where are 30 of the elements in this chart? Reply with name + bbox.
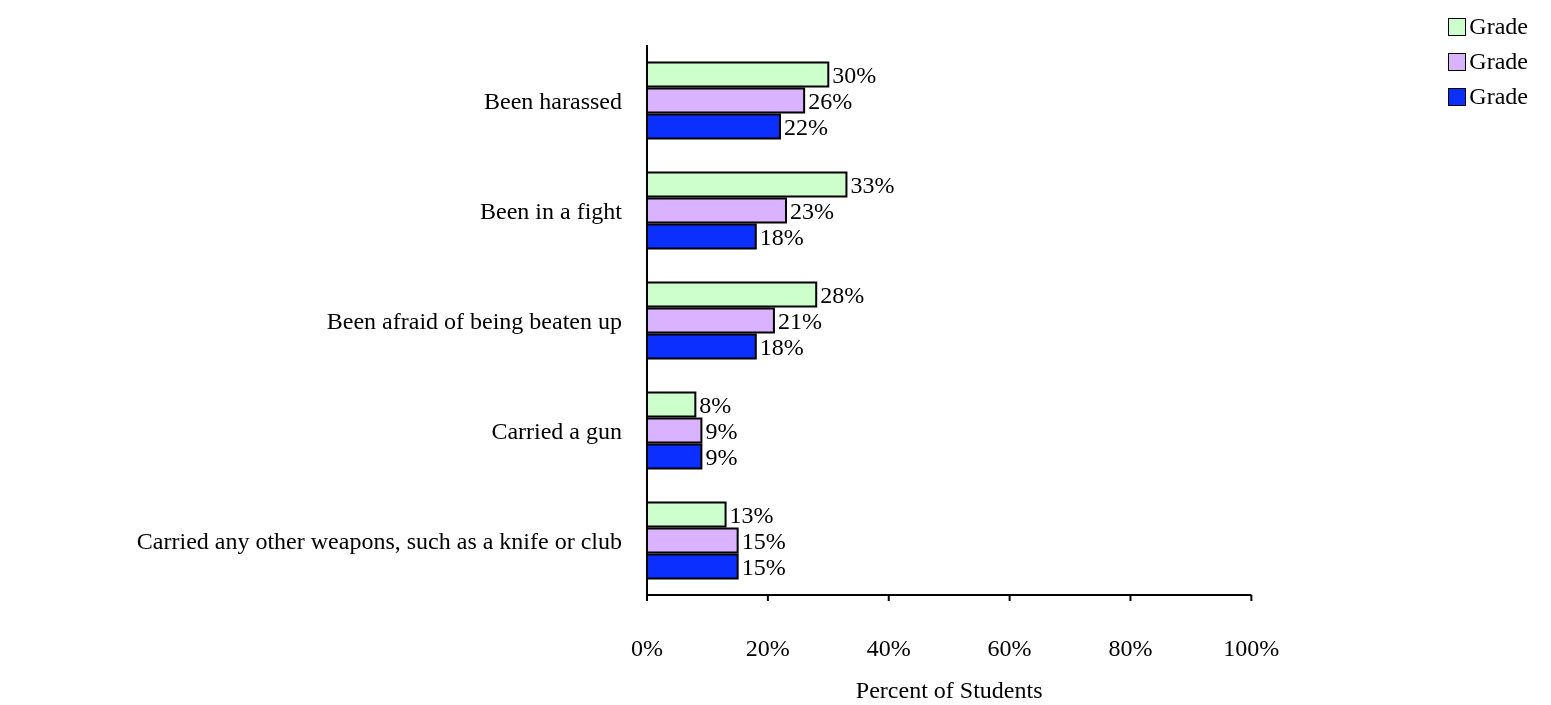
data-label: 21% bbox=[777, 308, 822, 335]
data-label: 28% bbox=[820, 282, 865, 309]
y-tick-label: Carried a gun bbox=[491, 417, 622, 444]
y-tick-label: Been harassed bbox=[484, 87, 622, 114]
data-label: 18% bbox=[759, 334, 804, 361]
legend-label: Grade bbox=[1469, 83, 1528, 110]
data-label: 15% bbox=[741, 528, 786, 555]
x-tick-label: 0% bbox=[631, 635, 663, 662]
x-tick-label: 80% bbox=[1108, 635, 1153, 662]
x-axis-title: Percent of Students bbox=[855, 677, 1043, 703]
legend-label: Grade bbox=[1469, 13, 1528, 40]
y-tick-label: Been afraid of being beaten up bbox=[326, 307, 622, 334]
data-label: 33% bbox=[850, 172, 895, 199]
data-label: 18% bbox=[759, 224, 804, 251]
data-label: 9% bbox=[705, 444, 738, 471]
data-label: 30% bbox=[832, 62, 877, 89]
x-tick-label: 20% bbox=[745, 635, 790, 662]
data-label: 8% bbox=[699, 392, 732, 419]
data-label: 15% bbox=[741, 554, 786, 581]
legend-label: Grade bbox=[1469, 48, 1528, 75]
x-tick-label: 40% bbox=[866, 635, 911, 662]
data-label: 22% bbox=[783, 114, 828, 141]
data-label: 13% bbox=[729, 502, 774, 529]
x-tick-label: 100% bbox=[1223, 635, 1280, 662]
data-label: 26% bbox=[808, 88, 853, 115]
y-tick-label: Been in a fight bbox=[480, 197, 623, 224]
x-tick-label: 60% bbox=[987, 635, 1032, 662]
y-tick-label: Carried any other weapons, such as a knife or club bbox=[136, 527, 622, 554]
data-label: 23% bbox=[790, 198, 834, 225]
data-label: 9% bbox=[705, 418, 738, 445]
